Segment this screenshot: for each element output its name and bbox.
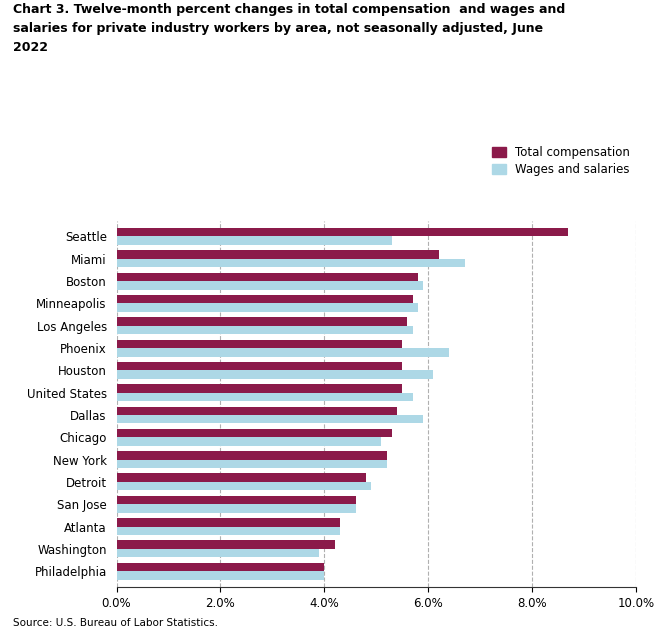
Bar (117, 482, 371, 490)
Bar (117, 304, 418, 312)
Bar (117, 527, 340, 535)
Bar (117, 273, 418, 281)
Bar (117, 406, 397, 415)
Bar (117, 392, 413, 401)
Bar (117, 362, 402, 370)
Bar (117, 571, 324, 580)
Bar (117, 540, 335, 549)
Text: 2022: 2022 (13, 41, 49, 54)
Bar (117, 259, 465, 268)
Bar (117, 549, 319, 557)
Bar (117, 473, 366, 482)
Text: salaries for private industry workers by area, not seasonally adjusted, June: salaries for private industry workers by… (13, 22, 543, 35)
Bar (117, 437, 382, 445)
Bar (117, 451, 387, 459)
Bar (117, 415, 423, 423)
Bar (117, 251, 439, 259)
Bar (117, 228, 569, 237)
Bar (117, 326, 413, 334)
Bar (117, 496, 356, 504)
Bar (117, 459, 387, 468)
Bar (117, 348, 449, 357)
Bar (117, 295, 413, 304)
Bar (117, 518, 340, 527)
Text: Source: U.S. Bureau of Labor Statistics.: Source: U.S. Bureau of Labor Statistics. (13, 618, 218, 628)
Bar (117, 563, 324, 571)
Legend: Total compensation, Wages and salaries: Total compensation, Wages and salaries (492, 146, 630, 176)
Bar (117, 339, 402, 348)
Bar (117, 429, 392, 437)
Bar (117, 281, 423, 290)
Bar (117, 370, 434, 379)
Bar (117, 237, 392, 245)
Text: Chart 3. Twelve-month percent changes in total compensation  and wages and: Chart 3. Twelve-month percent changes in… (13, 3, 565, 16)
Bar (117, 384, 402, 392)
Bar (117, 317, 408, 326)
Bar (117, 504, 356, 513)
